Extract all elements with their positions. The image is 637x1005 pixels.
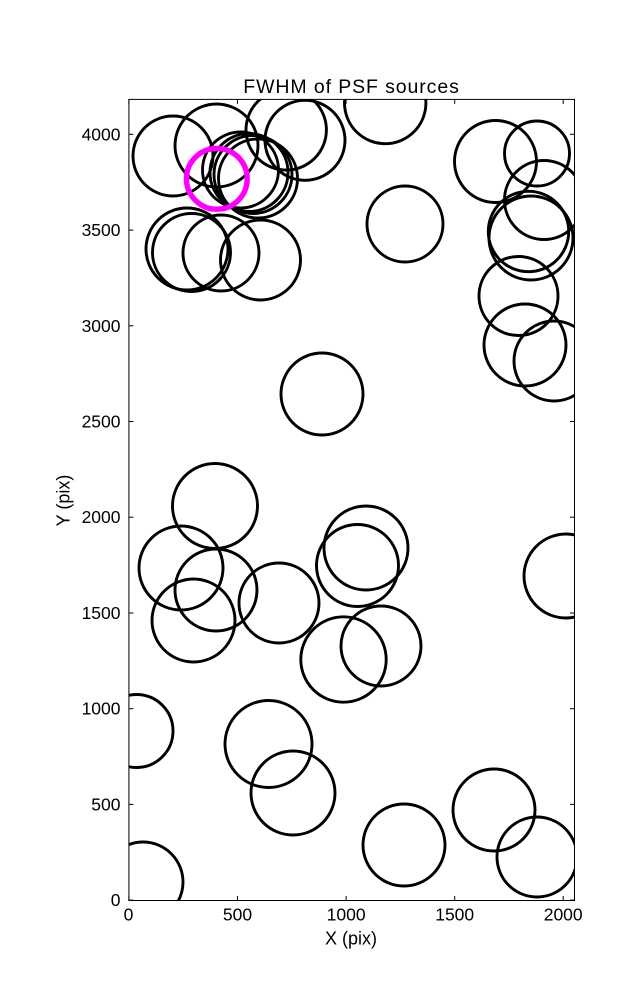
svg-text:2500: 2500 (82, 412, 121, 432)
svg-text:3500: 3500 (82, 220, 121, 240)
svg-text:0: 0 (111, 890, 121, 910)
svg-text:3000: 3000 (82, 316, 121, 336)
svg-text:2000: 2000 (82, 507, 121, 527)
svg-text:4000: 4000 (82, 124, 121, 144)
svg-text:500: 500 (91, 794, 120, 814)
svg-text:FWHM of PSF sources: FWHM of PSF sources (243, 76, 459, 98)
svg-text:1000: 1000 (82, 699, 121, 719)
svg-text:Y (pix): Y (pix) (54, 475, 74, 527)
svg-text:1500: 1500 (82, 603, 121, 623)
svg-text:2000: 2000 (544, 904, 583, 924)
svg-text:1500: 1500 (435, 904, 474, 924)
svg-text:0: 0 (124, 904, 134, 924)
svg-text:500: 500 (223, 904, 252, 924)
svg-text:1000: 1000 (327, 904, 366, 924)
svg-text:X (pix): X (pix) (325, 929, 377, 949)
